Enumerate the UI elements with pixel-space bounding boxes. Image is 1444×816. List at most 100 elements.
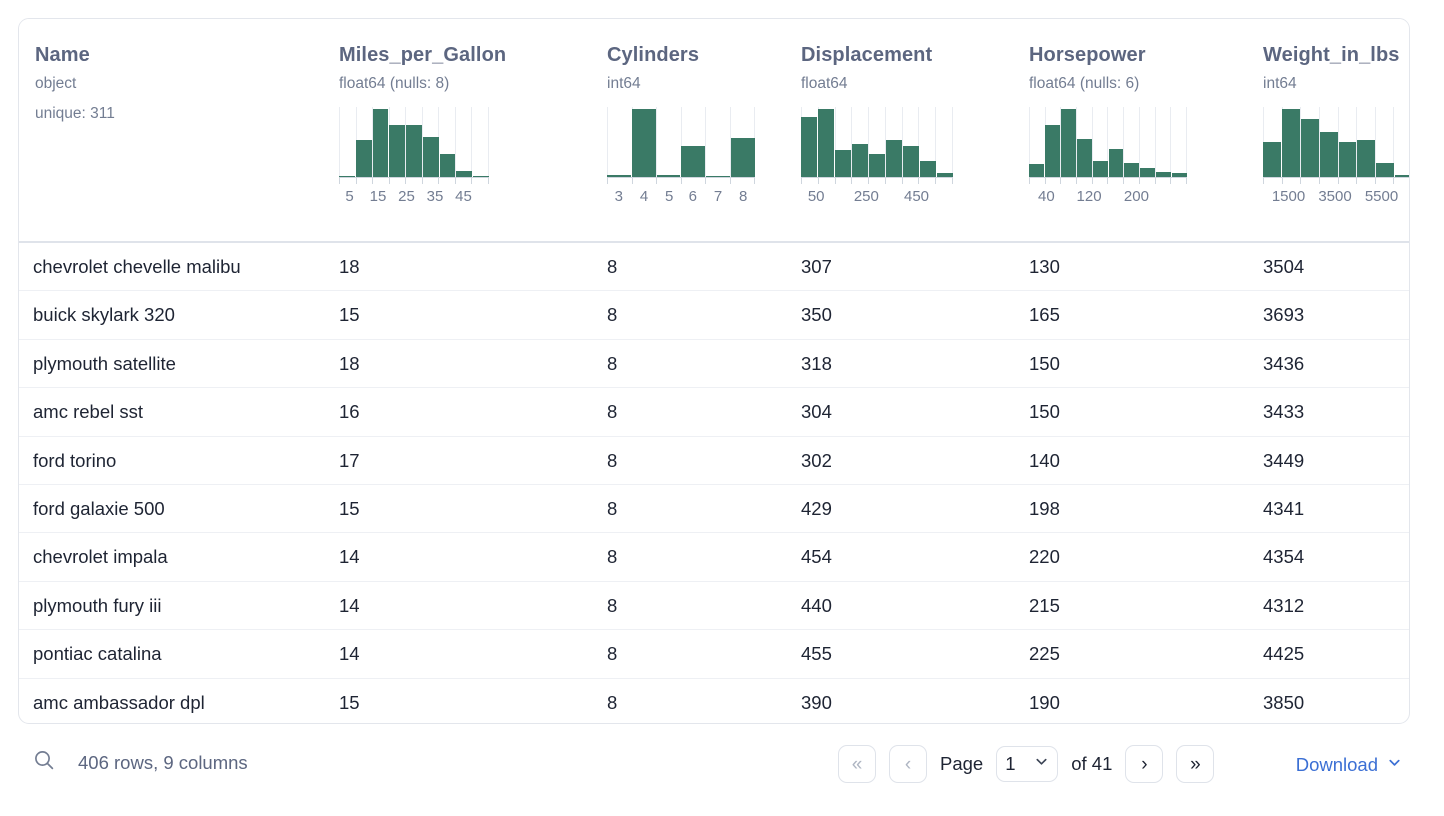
cell-name: ford torino — [33, 449, 117, 471]
cell-miles-per-gallon: 17 — [339, 449, 360, 471]
histogram-bar — [1156, 172, 1172, 177]
column-title: Weight_in_lbs — [1263, 44, 1400, 66]
table-row[interactable]: amc rebel sst 16 8 304 150 3433 — [19, 388, 1409, 437]
cell-displacement: 454 — [801, 546, 832, 568]
histogram-bar — [473, 176, 490, 177]
histogram-bar — [1140, 168, 1156, 177]
search-icon[interactable] — [32, 748, 56, 777]
column-histogram-miles-per-gallon: 5 15 25 35 45 — [339, 107, 490, 208]
cell-horsepower: 190 — [1029, 691, 1060, 713]
prev-page-button[interactable]: ‹ — [889, 745, 927, 783]
histogram-bar — [1376, 163, 1395, 177]
cell-weight-in-lbs: 3433 — [1263, 401, 1305, 423]
cell-cylinders: 8 — [607, 304, 618, 326]
column-unique-count: unique: 311 — [35, 105, 115, 122]
column-header-name[interactable]: Name object unique: 311 — [35, 19, 335, 243]
cell-miles-per-gallon: 14 — [339, 594, 360, 616]
cell-cylinders: 8 — [607, 691, 618, 713]
histogram-tick-label: 50 — [807, 188, 825, 205]
pagination-controls: « ‹ Page 1 of 41 › » — [838, 745, 1215, 783]
cell-cylinders: 8 — [607, 546, 618, 568]
histogram-axis — [339, 177, 489, 185]
histogram-bar — [389, 125, 406, 177]
cell-displacement: 350 — [801, 304, 832, 326]
histogram-tick-label: 25 — [398, 188, 415, 205]
cell-horsepower: 130 — [1029, 256, 1060, 277]
table-row[interactable]: plymouth fury iii 14 8 440 215 4312 — [19, 582, 1409, 631]
table-row[interactable]: amc ambassador dpl 15 8 390 190 3850 — [19, 679, 1409, 723]
cell-miles-per-gallon: 15 — [339, 497, 360, 519]
column-header-weight-in-lbs[interactable]: Weight_in_lbs int64 1500 3500 5500 — [1263, 19, 1409, 243]
histogram-bar — [920, 161, 936, 177]
table-row[interactable]: plymouth satellite 18 8 318 150 3436 — [19, 340, 1409, 389]
histogram-bar — [339, 176, 355, 177]
histogram-bars — [801, 107, 953, 177]
page-number-select[interactable]: 1 — [996, 746, 1059, 782]
cell-name: amc ambassador dpl — [33, 691, 205, 713]
histogram-bar — [1300, 119, 1319, 177]
cell-miles-per-gallon: 16 — [339, 401, 360, 423]
histogram-tick-label: 40 — [1038, 188, 1055, 205]
next-page-button[interactable]: › — [1125, 745, 1164, 783]
histogram-bars — [1263, 107, 1409, 177]
page-number-value: 1 — [1005, 753, 1016, 774]
histogram-bar — [1357, 140, 1376, 177]
histogram-tick-label: 6 — [688, 188, 697, 205]
first-page-button[interactable]: « — [838, 745, 876, 783]
cell-weight-in-lbs: 3693 — [1263, 304, 1305, 326]
table-row[interactable]: pontiac catalina 14 8 455 225 4425 — [19, 630, 1409, 679]
histogram-bar — [1319, 132, 1338, 177]
cell-cylinders: 8 — [607, 352, 618, 374]
histogram-tick-label: 45 — [455, 188, 472, 205]
cell-displacement: 390 — [801, 691, 832, 713]
histogram-axis — [1029, 177, 1187, 185]
download-button[interactable]: Download — [1296, 754, 1402, 776]
histogram-bar — [422, 137, 439, 177]
table-footer: 406 rows, 9 columns « ‹ Page 1 of 41 › »… — [18, 740, 1410, 798]
cell-horsepower: 225 — [1029, 643, 1060, 665]
cell-displacement: 302 — [801, 449, 832, 471]
histogram-tick-label: 3500 — [1318, 188, 1352, 205]
cell-weight-in-lbs: 4341 — [1263, 497, 1305, 519]
column-title: Name — [35, 44, 90, 66]
histogram-bar — [801, 117, 817, 177]
cell-displacement: 307 — [801, 256, 832, 277]
footer-left-group: 406 rows, 9 columns — [32, 748, 248, 777]
table-row[interactable]: ford galaxie 500 15 8 429 198 4341 — [19, 485, 1409, 534]
histogram-tick-label: 250 — [853, 188, 879, 205]
table-body: chevrolet chevelle malibu 18 8 307 130 3504 bu… — [19, 243, 1409, 723]
cell-miles-per-gallon: 14 — [339, 643, 360, 665]
histogram-bar — [1108, 149, 1124, 177]
table-row[interactable]: chevrolet chevelle malibu 18 8 307 130 3504 — [19, 243, 1409, 292]
histogram-bar — [439, 154, 456, 177]
histogram-tick-label: 8 — [738, 188, 748, 205]
cell-displacement: 455 — [801, 643, 832, 665]
table-row[interactable]: chevrolet impala 14 8 454 220 4354 — [19, 533, 1409, 582]
histogram-tick-label: 15 — [369, 188, 387, 205]
histogram-tick-label: 450 — [904, 188, 930, 205]
cell-name: chevrolet chevelle malibu — [33, 256, 241, 277]
histogram-axis — [801, 177, 953, 185]
table-row[interactable]: buick skylark 320 15 8 350 165 3693 — [19, 291, 1409, 340]
cell-horsepower: 198 — [1029, 497, 1060, 519]
cell-weight-in-lbs: 4425 — [1263, 643, 1305, 665]
cell-horsepower: 165 — [1029, 304, 1060, 326]
column-header-horsepower[interactable]: Horsepower float64 (nulls: 6) 40 120 200 — [1029, 19, 1267, 243]
table-row[interactable]: ford torino 17 8 302 140 3449 — [19, 437, 1409, 485]
histogram-bar — [1172, 173, 1188, 177]
last-page-button[interactable]: » — [1176, 745, 1215, 783]
histogram-tick-label: 120 — [1076, 188, 1102, 205]
column-histogram-horsepower: 40 120 200 — [1029, 107, 1188, 208]
histogram-tick-label: 7 — [713, 188, 723, 205]
histogram-bar — [1060, 109, 1076, 177]
histogram-bar — [656, 175, 681, 177]
column-dtype: float64 (nulls: 8) — [339, 75, 450, 92]
column-header-miles-per-gallon[interactable]: Miles_per_Gallon float64 (nulls: 8) 5 15 2… — [339, 19, 601, 243]
cell-cylinders: 8 — [607, 594, 618, 616]
histogram-bar — [1281, 109, 1300, 177]
histogram-bar — [607, 175, 631, 177]
column-dtype: float64 — [801, 75, 848, 92]
column-header-displacement[interactable]: Displacement float64 50 250 450 — [801, 19, 1033, 243]
